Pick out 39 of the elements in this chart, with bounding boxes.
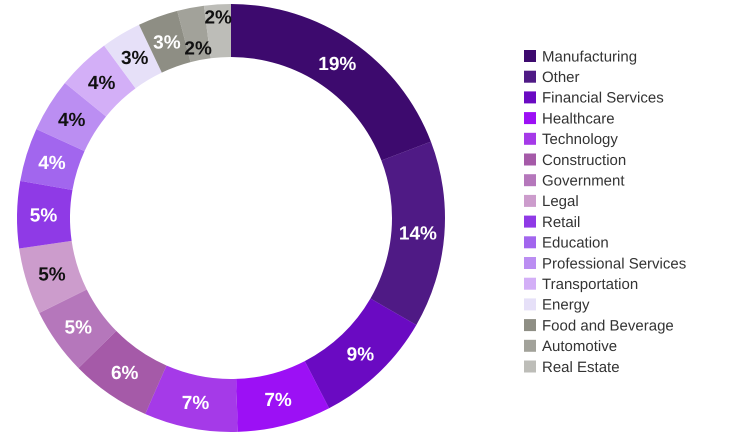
legend-label: Real Estate	[542, 358, 620, 376]
donut-slice	[304, 298, 416, 408]
legend-label: Financial Services	[542, 90, 664, 107]
legend-label: Education	[542, 234, 609, 252]
legend-label: Healthcare	[542, 110, 615, 128]
legend-label: Government	[542, 172, 626, 190]
data-label: 9%	[346, 344, 374, 366]
legend-label: Food and Beverage	[542, 317, 674, 334]
data-label: 19%	[318, 54, 356, 76]
donut-slice	[17, 180, 72, 248]
legend-label: Construction	[542, 152, 626, 169]
data-label: 2%	[184, 38, 212, 60]
donut-slice	[19, 240, 87, 314]
legend-label: Retail	[542, 214, 580, 231]
legend-label: Automotive	[542, 338, 618, 356]
donut-slice	[145, 365, 238, 432]
data-label: 6%	[110, 363, 139, 384]
donut-slice	[236, 361, 330, 432]
data-label: 5%	[64, 317, 92, 338]
data-label: 3%	[120, 48, 149, 69]
legend-label: Other	[542, 68, 580, 86]
legend-label: Technology	[542, 131, 618, 148]
legend-label: Legal	[542, 193, 579, 210]
donut-slice	[370, 142, 445, 325]
legend-label: Energy	[542, 296, 590, 314]
legend-label: Manufacturing	[542, 48, 638, 66]
data-label: 4%	[58, 110, 86, 131]
data-label: 5%	[30, 206, 58, 227]
data-label: 14%	[398, 224, 438, 245]
data-label: 5%	[38, 264, 66, 286]
data-label: 7%	[264, 390, 292, 412]
data-label: 7%	[182, 392, 210, 414]
data-label: 4%	[38, 152, 66, 174]
data-label: 4%	[88, 72, 116, 94]
legend-label: Transportation	[542, 276, 638, 293]
legend-label: Professional Services	[542, 255, 686, 272]
donut-slice	[20, 129, 85, 190]
data-label: 3%	[153, 32, 181, 54]
donut-slice	[231, 4, 431, 161]
